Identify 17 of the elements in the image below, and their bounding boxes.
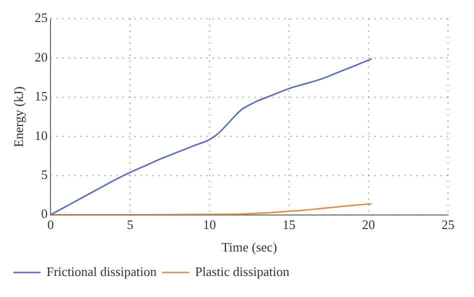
- x-tick-label: 15: [282, 217, 296, 232]
- y-tick-label: 5: [41, 167, 48, 182]
- line-series: [50, 203, 372, 215]
- legend-label: Frictional dissipation: [46, 264, 158, 279]
- x-tick-label: 25: [442, 217, 454, 232]
- x-tick-label: 20: [362, 217, 376, 232]
- x-axis-title: Time (sec): [222, 240, 278, 255]
- x-tick-label: 5: [126, 217, 134, 232]
- line-series: [50, 58, 372, 215]
- y-tick-label: 15: [34, 88, 48, 104]
- y-axis-title: Energy (kJ): [11, 86, 26, 148]
- legend-label: Plastic dissipation: [195, 264, 290, 279]
- y-tick-label: 25: [34, 10, 48, 26]
- y-tick-label: 10: [34, 128, 48, 143]
- y-tick-label: 0: [41, 206, 48, 222]
- x-tick-label: 10: [203, 217, 216, 232]
- y-tick-label: 20: [34, 49, 48, 64]
